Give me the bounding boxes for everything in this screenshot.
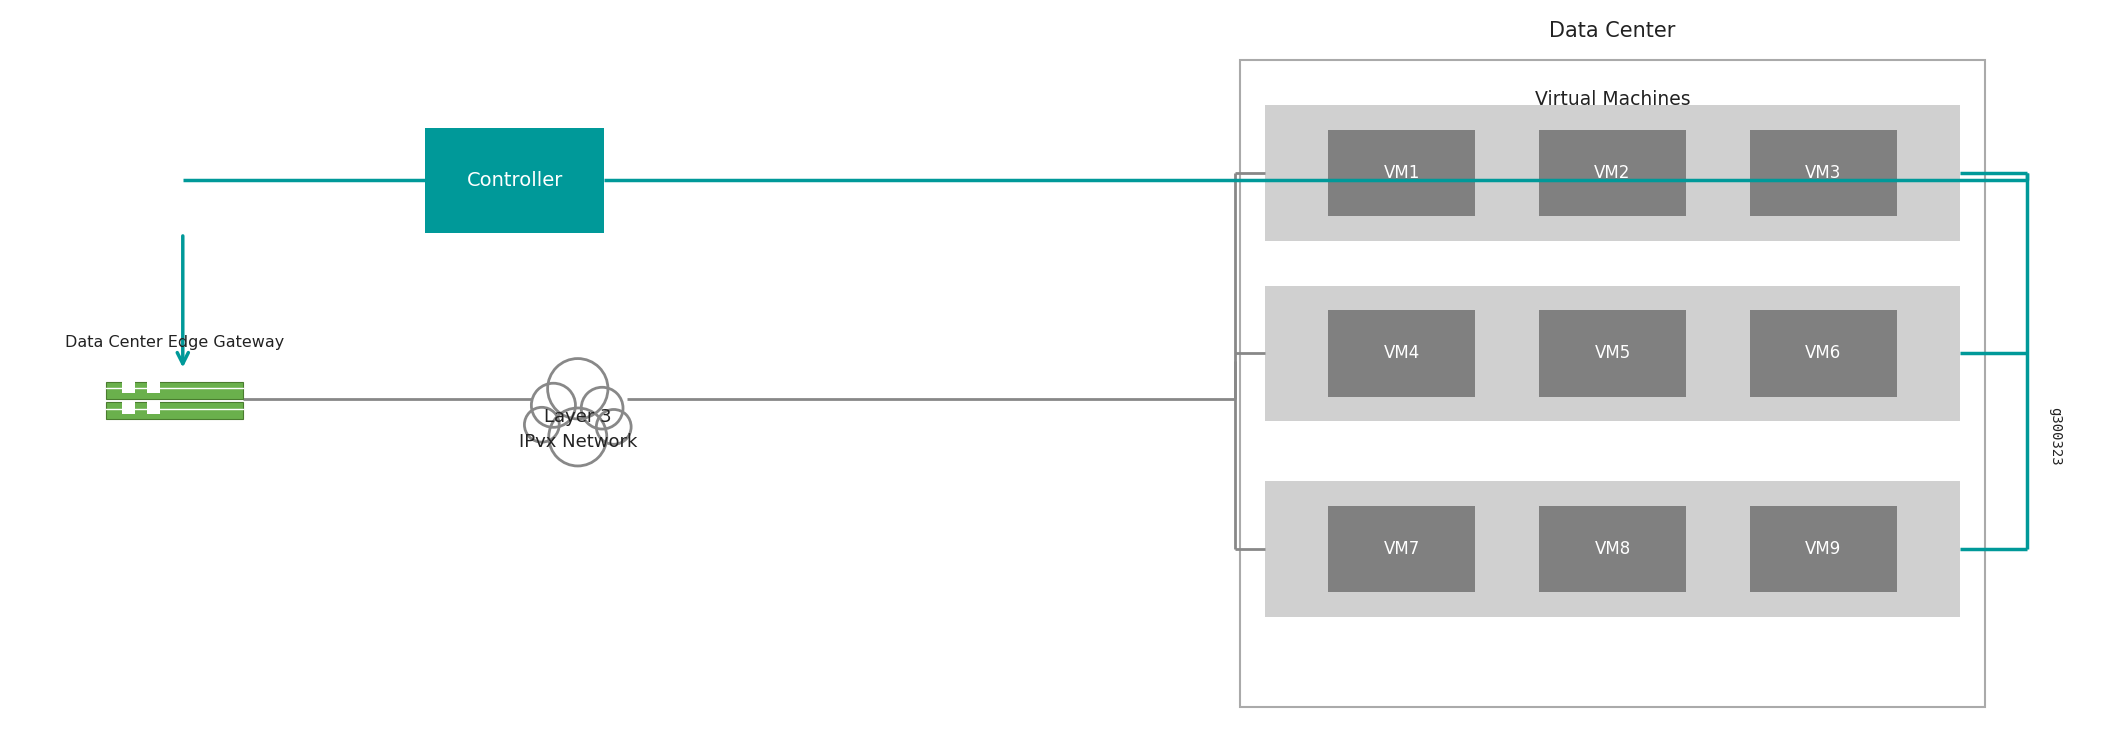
Circle shape [532,384,576,427]
FancyBboxPatch shape [1328,310,1475,397]
Text: Data Center: Data Center [1548,21,1677,41]
FancyBboxPatch shape [1750,310,1897,397]
Circle shape [525,408,559,442]
FancyBboxPatch shape [1265,481,1960,617]
FancyBboxPatch shape [1265,286,1960,421]
FancyBboxPatch shape [1328,130,1475,217]
FancyBboxPatch shape [105,402,244,420]
FancyBboxPatch shape [105,382,244,399]
Text: VM5: VM5 [1595,344,1630,362]
Text: VM1: VM1 [1385,164,1420,182]
Text: VM6: VM6 [1805,344,1840,362]
FancyBboxPatch shape [147,401,160,414]
FancyBboxPatch shape [1265,105,1960,241]
Text: VM2: VM2 [1595,164,1630,182]
FancyBboxPatch shape [424,128,605,233]
Text: g300323: g300323 [2048,407,2061,465]
Circle shape [548,408,607,466]
FancyBboxPatch shape [122,380,134,393]
Text: VM8: VM8 [1595,540,1630,558]
Text: Controller: Controller [466,171,563,190]
Circle shape [548,359,607,419]
Text: Data Center Edge Gateway: Data Center Edge Gateway [65,335,284,350]
Text: VM3: VM3 [1805,164,1840,182]
Circle shape [597,410,630,444]
Text: VM4: VM4 [1385,344,1420,362]
Text: Layer 3
IPvx Network: Layer 3 IPvx Network [519,408,637,450]
FancyBboxPatch shape [1538,310,1685,397]
FancyBboxPatch shape [1538,506,1685,593]
FancyBboxPatch shape [122,401,134,414]
FancyBboxPatch shape [1240,60,1985,707]
FancyBboxPatch shape [1538,130,1685,217]
FancyBboxPatch shape [1328,506,1475,593]
Text: VM7: VM7 [1385,540,1420,558]
Circle shape [582,387,624,429]
FancyBboxPatch shape [1750,506,1897,593]
FancyBboxPatch shape [1750,130,1897,217]
FancyBboxPatch shape [147,380,160,393]
Text: VM9: VM9 [1805,540,1840,558]
Text: Virtual Machines: Virtual Machines [1534,90,1691,109]
